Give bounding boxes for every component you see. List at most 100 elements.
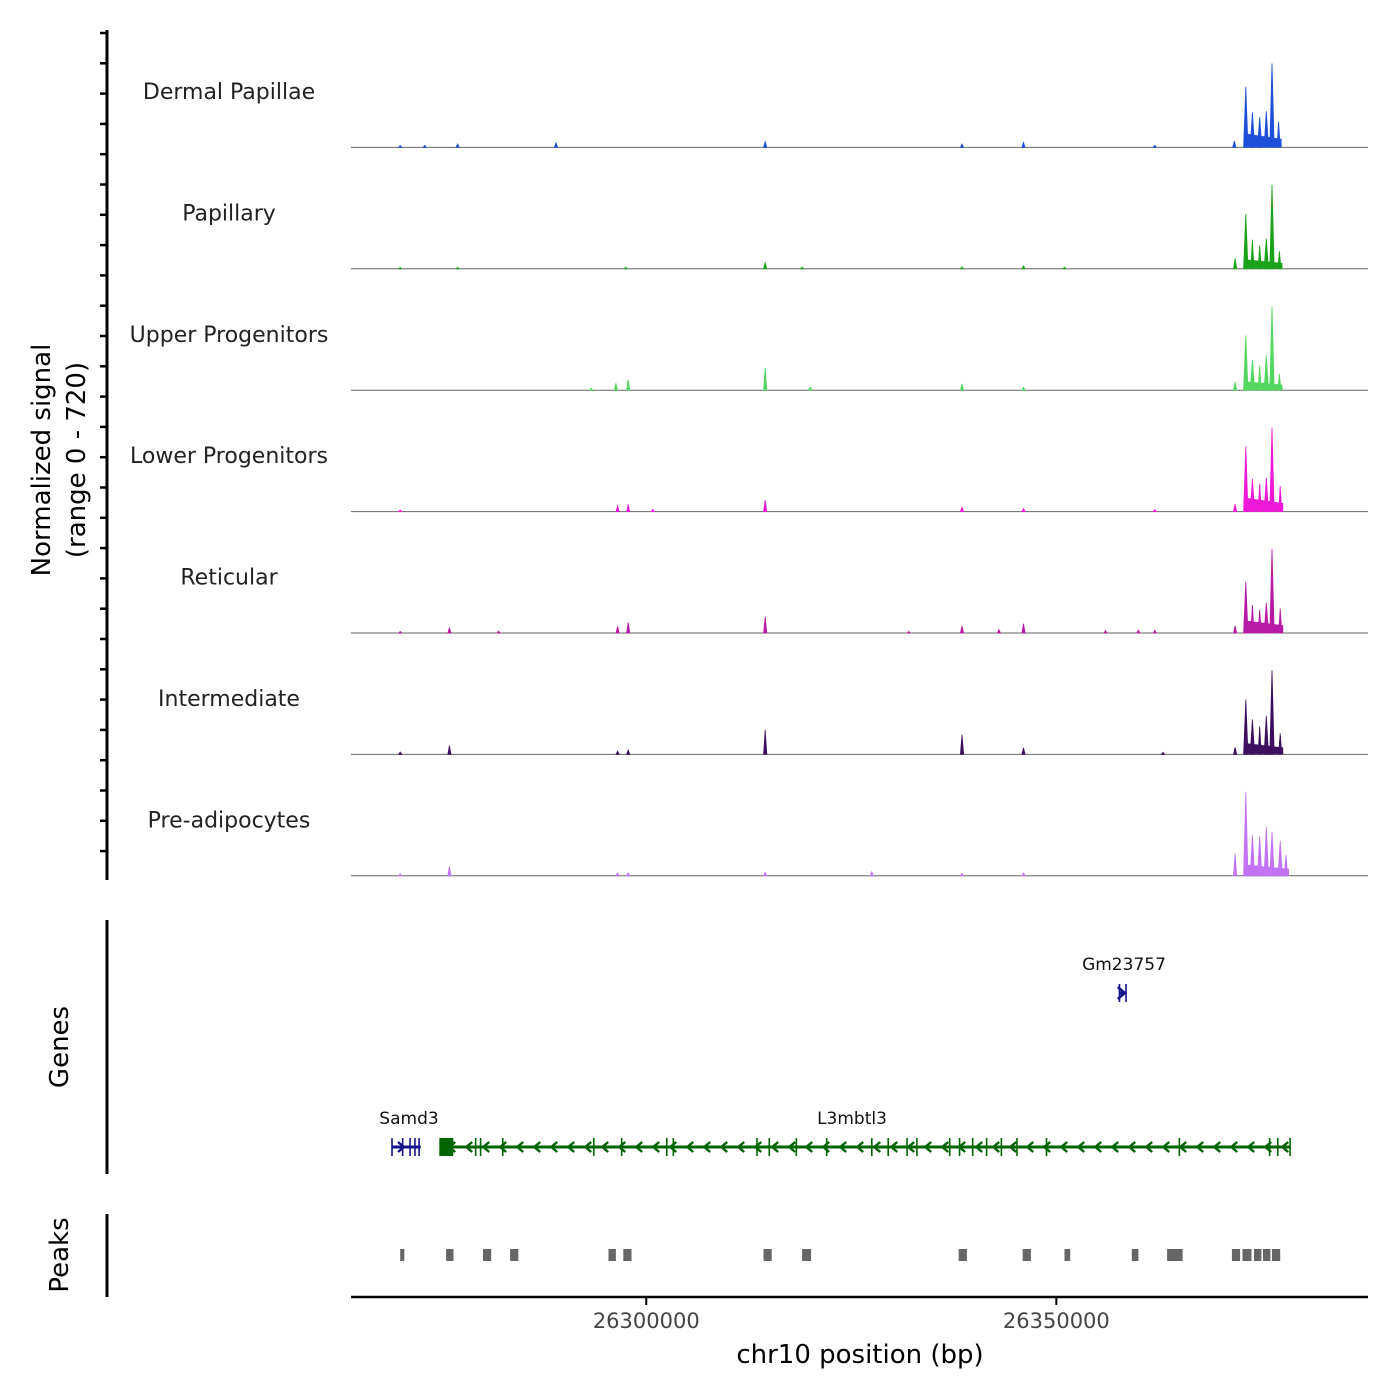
peak-region (1254, 1249, 1262, 1261)
genes-track: Samd3 L3mbtl3 Gm23757 (379, 955, 1291, 1156)
signal-peak (422, 144, 428, 148)
signal-peak (613, 383, 619, 391)
signal-cluster-fill (1243, 864, 1289, 876)
signal-peak (906, 630, 912, 634)
signal-peak (1233, 503, 1238, 512)
strand-chevron (855, 1141, 864, 1153)
strand-chevron (872, 1141, 881, 1153)
peak-region (623, 1249, 632, 1261)
signal-peak (626, 748, 631, 755)
signal-peak (1152, 629, 1158, 634)
x-tick-label: 26300000 (593, 1309, 700, 1333)
strand-chevron (668, 1141, 677, 1153)
peaks-track-title: Peaks (45, 1217, 75, 1292)
strand-chevron (617, 1141, 626, 1153)
signal-peak (397, 630, 403, 634)
signal-peak (447, 866, 452, 877)
strand-chevron (770, 1141, 779, 1153)
signal-cluster-fill (1243, 742, 1284, 755)
strand-chevron (481, 1141, 490, 1153)
signal-peak (1021, 141, 1026, 148)
gene-label: Samd3 (379, 1109, 438, 1129)
x-axis-ticks: 26300000 26350000 (593, 1297, 1110, 1333)
strand-chevron (464, 1141, 473, 1153)
genes-track-title: Genes (45, 1006, 75, 1088)
track-label: Reticular (180, 566, 278, 591)
strand-chevron (1263, 1141, 1272, 1153)
peak-region (446, 1249, 454, 1261)
signal-peak (1021, 872, 1026, 877)
signal-peak (1152, 508, 1158, 512)
exon (439, 1138, 454, 1156)
signal-peak (763, 140, 768, 148)
signal-peak (1021, 264, 1026, 270)
strand-chevron (532, 1141, 541, 1153)
signal-peak (447, 745, 452, 755)
signal-peak (496, 630, 502, 634)
strand-chevron (719, 1141, 728, 1153)
strand-chevron (702, 1141, 711, 1153)
signal-peak (397, 144, 403, 148)
signal-peak (763, 499, 768, 512)
signal-peak (1269, 184, 1275, 270)
coverage-tracks: Dermal Papillae Papillary Upper Progenitor… (130, 63, 1368, 877)
strand-chevron (566, 1141, 575, 1153)
signal-peak (959, 383, 965, 391)
coverage-track: Dermal Papillae (143, 63, 1368, 148)
strand-chevron (583, 1141, 592, 1153)
signal-peak (553, 141, 559, 148)
signal-peak (959, 872, 965, 877)
strand-chevron (1110, 1141, 1119, 1153)
signal-peak (1103, 629, 1108, 634)
signal-peak (455, 142, 460, 148)
strand-chevron (1116, 986, 1127, 1000)
strand-chevron (1280, 1141, 1289, 1153)
strand-chevron (634, 1141, 643, 1153)
peak-region (958, 1249, 967, 1261)
coverage-y-axis-range: (range 0 - 720) (62, 362, 92, 558)
peak-region (1174, 1249, 1183, 1261)
signal-peak (650, 508, 656, 512)
strand-chevron (1042, 1141, 1051, 1153)
signal-peak (1152, 144, 1158, 148)
signal-peak (615, 626, 620, 634)
strand-chevron (1093, 1141, 1102, 1153)
peak-region (1272, 1249, 1281, 1261)
signal-peak (808, 385, 813, 391)
strand-chevron (838, 1141, 847, 1153)
signal-peak (615, 872, 620, 877)
strand-chevron (821, 1141, 830, 1153)
peak-region (763, 1249, 772, 1261)
coverage-y-axis-ticks (100, 31, 107, 853)
signal-peak (625, 871, 631, 877)
signal-peak (588, 387, 594, 391)
strand-chevron (940, 1141, 949, 1153)
signal-peak (397, 509, 403, 512)
signal-peak (1269, 427, 1275, 512)
strand-chevron (1076, 1141, 1085, 1153)
track-label: Papillary (182, 201, 276, 226)
strand-chevron (787, 1141, 796, 1153)
signal-peak (959, 625, 965, 634)
signal-peak (1021, 623, 1026, 634)
strand-chevron (397, 1141, 406, 1153)
track-label: Lower Progenitors (130, 444, 328, 469)
signal-peak (1269, 63, 1275, 148)
signal-peak (869, 870, 874, 877)
signal-peak (615, 504, 620, 512)
signal-peak (1232, 747, 1238, 755)
signal-cluster-fill (1243, 381, 1283, 391)
gene: L3mbtl3 (439, 1109, 1291, 1156)
strand-chevron (753, 1141, 762, 1153)
coverage-track: Papillary (182, 184, 1368, 270)
strand-chevron (1008, 1141, 1017, 1153)
strand-chevron (447, 1141, 456, 1153)
strand-chevron (1246, 1141, 1255, 1153)
signal-peak (397, 873, 403, 877)
strand-chevron (1178, 1141, 1187, 1153)
signal-peak (1061, 266, 1068, 270)
gene: Samd3 (379, 1109, 439, 1156)
strand-chevron (600, 1141, 609, 1153)
peak-region (483, 1249, 492, 1261)
